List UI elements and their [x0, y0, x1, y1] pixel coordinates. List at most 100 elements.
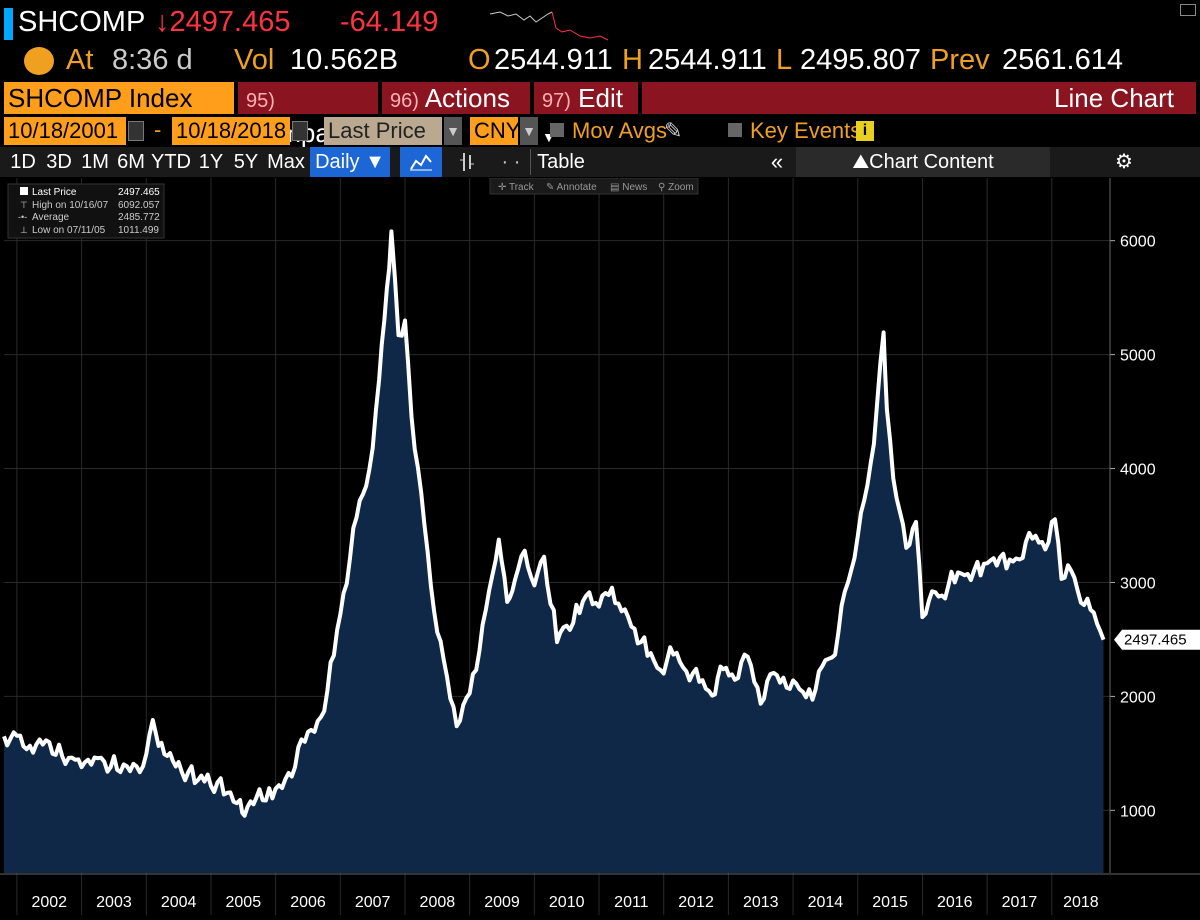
net-change: -64.149	[340, 6, 439, 38]
gauge-icon[interactable]	[24, 47, 54, 75]
pencil-icon[interactable]: ✎	[664, 118, 683, 143]
chart-type-title: Line Chart	[1054, 83, 1174, 113]
x-tick-label: 2014	[808, 894, 844, 911]
y-tick-label: 6000	[1120, 234, 1156, 251]
legend-low-icon: ⊥	[20, 225, 28, 235]
x-tick-label: 2010	[549, 894, 585, 911]
period-1y[interactable]: 1Y	[198, 151, 224, 173]
legend-high-label: High on 10/16/07	[32, 200, 109, 211]
x-tick-label: 2012	[678, 894, 714, 911]
security-field[interactable]: SHCOMP Index	[4, 82, 234, 114]
actions-label: Actions	[424, 83, 510, 113]
table-button[interactable]: Table	[537, 151, 585, 173]
mov-avgs-checkbox[interactable]	[550, 123, 564, 137]
price-chart[interactable]: 1000 2000 3000 4000 5000 6000 2002 2003 2004 200…	[0, 177, 1200, 915]
ticker-symbol: SHCOMP	[18, 6, 146, 38]
chart-content-icon: ⛰	[852, 151, 870, 173]
calendar-icon[interactable]	[128, 121, 144, 141]
ohlc-icon[interactable]	[450, 147, 484, 177]
y-tick-label: 1000	[1120, 803, 1156, 820]
ticker-marker	[4, 8, 13, 40]
annotate-tool[interactable]: ✎ Annotate	[546, 182, 597, 193]
frequency-select[interactable]: Daily ▼	[310, 147, 390, 177]
x-tick-label: 2011	[614, 894, 649, 911]
chart-content-button[interactable]: ⛰Chart Content	[796, 147, 1050, 177]
vol-label: Vol	[234, 44, 275, 76]
zoom-tool[interactable]: ⚲ Zoom	[658, 182, 694, 193]
edit-label: Edit	[578, 83, 623, 113]
open-value: 2544.911	[494, 44, 613, 76]
prev-value: 2561.614	[1002, 44, 1123, 76]
edit-number: 97)	[542, 90, 571, 112]
period-3d[interactable]: 3D	[46, 151, 72, 173]
date-separator: -	[154, 117, 162, 142]
window-icon[interactable]	[1180, 4, 1196, 16]
open-label: O	[468, 44, 491, 76]
x-tick-label: 2013	[743, 894, 779, 911]
info-icon[interactable]: i	[856, 121, 874, 141]
last-price-value: 2497.465	[169, 6, 291, 38]
x-tick-label: 2005	[226, 894, 262, 911]
x-tick-label: 2015	[872, 894, 908, 911]
scatter-icon[interactable]: · ·	[501, 151, 521, 173]
actions-number: 96)	[390, 90, 419, 112]
collapse-icon[interactable]: «	[770, 149, 784, 174]
end-date-input[interactable]: 10/18/2018	[172, 117, 290, 145]
legend-low-label: Low on 07/11/05	[32, 225, 106, 236]
chart-type-bar: Line Chart	[642, 82, 1196, 114]
y-tick-label: 4000	[1120, 462, 1156, 479]
period-1m[interactable]: 1M	[81, 151, 109, 173]
track-tool[interactable]: ✛ Track	[498, 182, 535, 193]
x-tick-label: 2018	[1063, 894, 1099, 911]
x-tick-label: 2003	[96, 894, 132, 911]
period-ytd[interactable]: YTD	[151, 151, 191, 173]
legend-avg-icon: -•-	[18, 212, 27, 222]
last-price-tag: 2497.465	[1124, 632, 1187, 649]
compare-number: 95)	[246, 90, 275, 112]
quote-header: SHCOMP ↓2497.465 -64.149	[0, 0, 1200, 44]
field-select[interactable]: Last Price	[324, 117, 442, 145]
actions-button[interactable]: 96) Actions ▼	[382, 82, 530, 145]
chart-tools: ✛ Track ✎ Annotate ▤ News ⚲ Zoom	[489, 177, 699, 195]
x-tick-label: 2002	[31, 894, 67, 911]
chart-content-label: Chart Content	[869, 151, 994, 173]
currency-select[interactable]: CNY	[470, 117, 520, 145]
y-axis: 1000 2000 3000 4000 5000 6000	[1109, 178, 1156, 873]
line-chart-icon[interactable]	[400, 147, 442, 177]
gear-icon[interactable]: ⚙	[1115, 151, 1133, 173]
x-tick-label: 2006	[290, 894, 326, 911]
x-tick-label: 2009	[484, 894, 520, 911]
chart-legend: Last Price 2497.465 ⊤ High on 10/16/07 6…	[7, 183, 165, 239]
x-tick-label: 2007	[355, 894, 391, 911]
legend-low-value: 1011.499	[118, 225, 159, 236]
price-line	[2, 229, 1106, 818]
compare-button[interactable]: 95) Compare	[238, 82, 378, 148]
chevron-down-icon[interactable]: ▼	[520, 117, 538, 145]
x-tick-label: 2016	[937, 894, 973, 911]
at-label: At	[66, 44, 94, 76]
period-max[interactable]: Max	[267, 151, 305, 173]
chevron-down-icon[interactable]: ▼	[444, 117, 462, 145]
period-1d[interactable]: 1D	[10, 151, 36, 173]
legend-avg-label: Average	[32, 212, 70, 223]
key-events-checkbox[interactable]	[728, 123, 742, 137]
calendar-icon[interactable]	[292, 121, 308, 141]
legend-swatch	[20, 187, 28, 195]
low-value: 2495.807	[800, 44, 921, 76]
x-tick-label: 2017	[1002, 894, 1038, 911]
period-5y[interactable]: 5Y	[233, 151, 259, 173]
divider	[530, 149, 531, 175]
legend-last-label: Last Price	[32, 187, 77, 198]
y-tick-label: 5000	[1120, 348, 1156, 365]
quote-details: At 8:36 d Vol 10.562B O 2544.911 H 2544.…	[0, 44, 1200, 80]
start-date-input[interactable]: 10/18/2001	[4, 117, 126, 145]
edit-button[interactable]: 97) Edit ▼	[534, 82, 638, 145]
low-label: L	[776, 44, 793, 76]
high-label: H	[622, 44, 643, 76]
period-bar: 1D 3D 1M 6M YTD 1Y 5Y Max Daily ▼ · · Ta…	[0, 147, 1200, 177]
legend-high-icon: ⊤	[20, 200, 28, 210]
down-arrow-icon: ↓	[155, 6, 170, 38]
news-tool[interactable]: ▤ News	[610, 182, 647, 193]
period-6m[interactable]: 6M	[117, 151, 145, 173]
